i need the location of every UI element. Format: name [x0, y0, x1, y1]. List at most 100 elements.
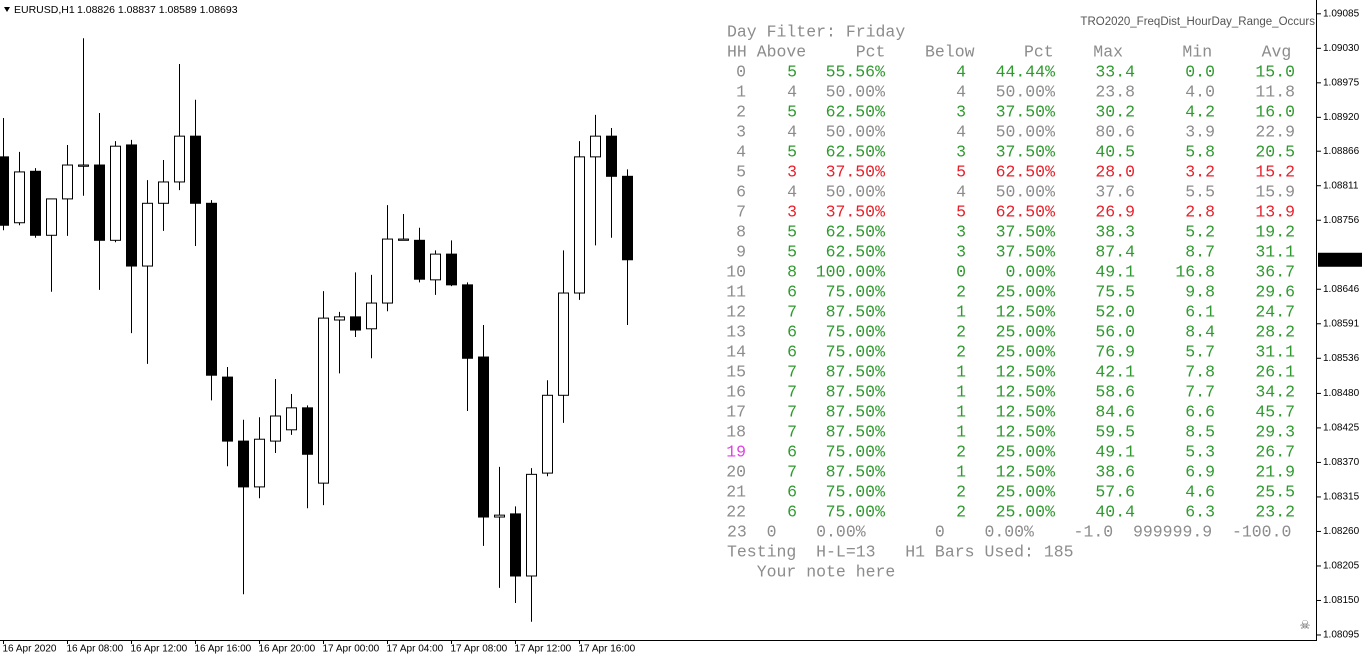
x-tick-label: 16 Apr 12:00 [131, 644, 188, 655]
table-cell: 42.1 [1095, 362, 1135, 381]
table-cell: 6.1 [1185, 302, 1215, 321]
table-cell: 2 [956, 282, 966, 301]
y-tick-label: 1.08756 [1323, 215, 1360, 226]
table-cell: 5 [787, 102, 797, 121]
footer: Testing H-L=13 H1 Bars Used: 185 [727, 542, 1074, 561]
table-cell: 15.2 [1255, 162, 1295, 181]
table-cell: 4.0 [1185, 82, 1215, 101]
table-cell: 9.8 [1185, 282, 1215, 301]
table-cell: 6.6 [1185, 402, 1215, 421]
column-header: Avg [1262, 42, 1292, 61]
table-cell: 37.50% [996, 102, 1056, 121]
candle-body [542, 394, 553, 474]
table-cell: 30.2 [1095, 102, 1135, 121]
candle-body [254, 438, 265, 488]
table-cell: 4 [787, 182, 797, 201]
table-cell: 25.00% [996, 322, 1056, 341]
table-cell: 6 [787, 502, 797, 521]
table-cell: 5.3 [1185, 442, 1215, 461]
table-cell: 6 [787, 342, 797, 361]
current-price-label: 1.08693 [1322, 254, 1359, 265]
expert-icon: ☠ [1300, 618, 1311, 632]
table-cell: 50.00% [996, 82, 1056, 101]
table-cell: 2.8 [1185, 202, 1215, 221]
candle-body [238, 440, 249, 488]
table-cell: 5 [956, 202, 966, 221]
y-tick-label: 1.08646 [1323, 284, 1360, 295]
table-cell: 49.1 [1095, 442, 1135, 461]
table-cell: 5.7 [1185, 342, 1215, 361]
table-cell: 0.0 [1185, 62, 1215, 81]
candle-body [334, 316, 345, 321]
candle-body [446, 253, 457, 286]
table-cell: 62.50% [996, 162, 1056, 181]
table-cell: 87.50% [826, 422, 886, 441]
table-cell: 4 [956, 182, 966, 201]
table-cell: 38.6 [1095, 462, 1135, 481]
table-cell: 29.6 [1255, 282, 1295, 301]
table-cell: 38.3 [1095, 222, 1135, 241]
table-cell: 5 [956, 162, 966, 181]
table-cell: 12.50% [996, 302, 1056, 321]
x-tick-label: 17 Apr 00:00 [323, 644, 380, 655]
table-cell: 6 [787, 322, 797, 341]
table-cell: 16 [726, 382, 746, 401]
table-cell: 1 [956, 362, 966, 381]
table-cell: 87.50% [826, 402, 886, 421]
table-cell: 7 [787, 422, 797, 441]
table-cell: 8.5 [1185, 422, 1215, 441]
candle-body [574, 156, 585, 294]
table-cell: 7 [787, 302, 797, 321]
table-cell: 5 [787, 142, 797, 161]
table-cell: 4 [787, 82, 797, 101]
table-cell: 29.3 [1255, 422, 1295, 441]
y-tick-label: 1.08095 [1323, 630, 1360, 641]
candle-body [62, 164, 73, 200]
table-cell: 12.50% [996, 382, 1056, 401]
table-cell: 22 [726, 502, 746, 521]
table-cell: 7 [787, 382, 797, 401]
table-cell: 21.9 [1255, 462, 1295, 481]
table-cell: 5 [787, 222, 797, 241]
table-cell: 87.50% [826, 362, 886, 381]
table-title: Day Filter: Friday [727, 22, 905, 41]
table-cell: 8 [736, 222, 746, 241]
menu-arrow[interactable] [4, 7, 10, 12]
table-cell: 25.00% [996, 442, 1056, 461]
table-cell: 2 [736, 102, 746, 121]
table-cell: 44.44% [996, 62, 1056, 81]
table-cell: 2 [956, 442, 966, 461]
indicator-name: TRO2020_FreqDist_HourDay_Range_Occurs [1080, 16, 1315, 28]
table-cell: 5.8 [1185, 142, 1215, 161]
candle-body [0, 156, 9, 226]
table-cell: 28.2 [1255, 322, 1295, 341]
table-cell: 3.2 [1185, 162, 1215, 181]
table-cell: 4 [956, 82, 966, 101]
table-cell: 40.4 [1095, 502, 1135, 521]
table-cell: 4 [787, 122, 797, 141]
candle-body [302, 407, 313, 455]
table-cell: 6 [787, 482, 797, 501]
candle-body [78, 164, 89, 167]
table-cell: 4 [956, 122, 966, 141]
table-cell: 3 [956, 102, 966, 121]
table-cell: 37.50% [996, 142, 1056, 161]
table-cell: 36.7 [1255, 262, 1295, 281]
table-cell: 17 [726, 402, 746, 421]
candle-body [30, 170, 41, 236]
table-cell: 7.7 [1185, 382, 1215, 401]
column-header: HH [727, 42, 747, 61]
x-tick-label: 17 Apr 04:00 [387, 644, 444, 655]
candle-body [622, 175, 633, 261]
table-cell: 19.2 [1255, 222, 1295, 241]
table-cell: 3 [787, 202, 797, 221]
x-tick-label: 16 Apr 2020 [3, 644, 57, 655]
table-cell: 2 [956, 322, 966, 341]
table-cell: 84.6 [1095, 402, 1135, 421]
y-tick-label: 1.08480 [1323, 388, 1360, 399]
table-cell: 31.1 [1255, 242, 1295, 261]
table-cell: 50.00% [996, 122, 1056, 141]
table-cell: 37.50% [826, 162, 886, 181]
table-cell: 1 [956, 302, 966, 321]
